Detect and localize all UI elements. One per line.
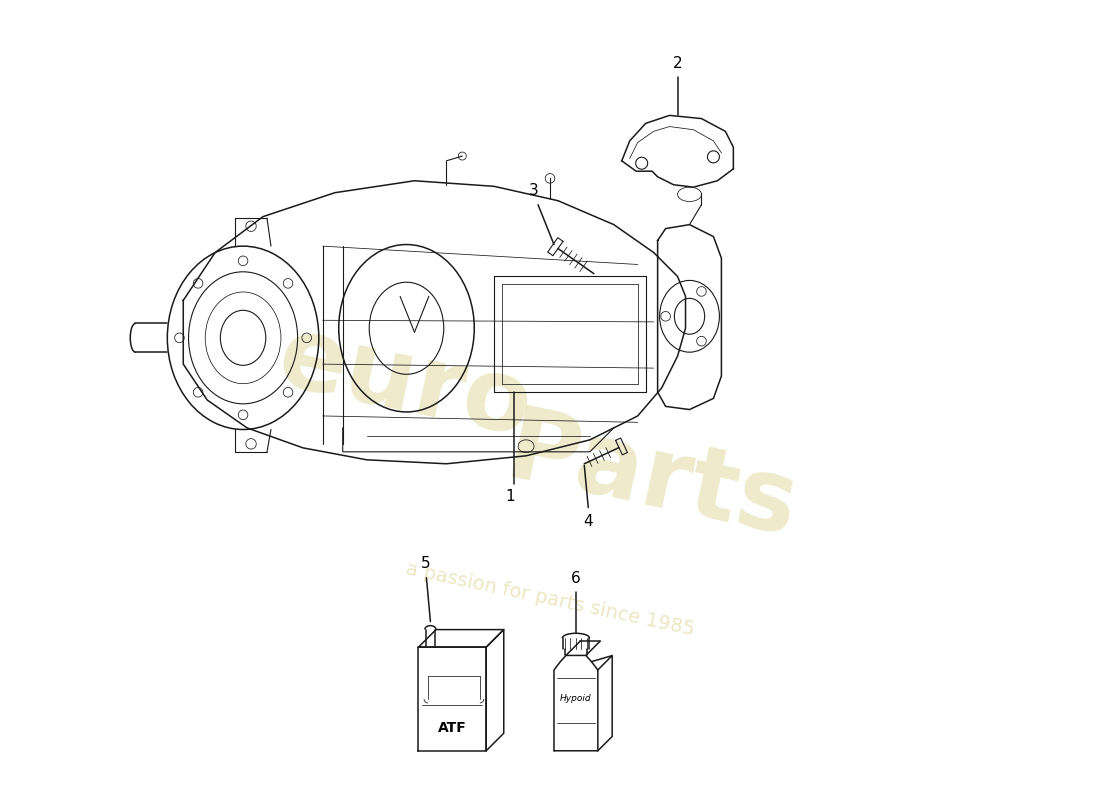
Text: a passion for parts since 1985: a passion for parts since 1985 xyxy=(404,559,696,639)
Text: 4: 4 xyxy=(583,514,593,529)
Text: Hypoid: Hypoid xyxy=(560,694,592,703)
Text: 3: 3 xyxy=(529,183,539,198)
Text: Parts: Parts xyxy=(497,402,806,558)
Text: 2: 2 xyxy=(673,56,682,70)
Text: ATF: ATF xyxy=(438,721,466,735)
Text: euro: euro xyxy=(270,310,541,458)
Text: 6: 6 xyxy=(571,571,581,586)
Text: 1: 1 xyxy=(505,490,515,504)
Text: 5: 5 xyxy=(421,557,430,571)
